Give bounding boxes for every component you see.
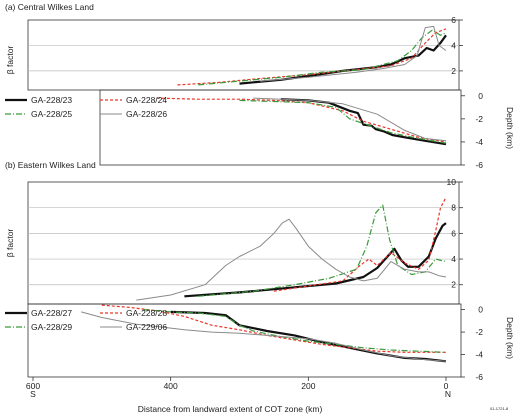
panel-b-beta-frame (27, 181, 460, 305)
beta-tick-label: 2 (451, 280, 456, 290)
beta-series-line-ga-228-25 (198, 29, 447, 86)
depth-series-line-ga-228-26 (253, 97, 447, 142)
panel-b-depth-axis-label: Depth (km) (505, 317, 515, 359)
panel-b-title: (b) Eastern Wilkes Land (5, 160, 96, 170)
depth-series-line-ga-229-06 (81, 311, 447, 362)
beta-tick-label: 4 (451, 254, 456, 264)
panel-b: (b) Eastern Wilkes Land β factor Depth (… (5, 160, 515, 391)
legend-entry: GA-228/29 (5, 322, 72, 332)
depth-tick-label: -2 (475, 114, 483, 124)
beta-series-line-ga-228-23 (239, 34, 447, 85)
beta-tick-label: 8 (451, 203, 456, 213)
legend-entry: GA-228/24 (100, 95, 167, 105)
depth-tick-label: -6 (475, 372, 483, 382)
x-tick-label: 600 (26, 381, 40, 391)
legend-entry: GA-229/06 (100, 322, 167, 332)
legend-entry: GA-228/26 (100, 109, 167, 119)
legend-label: GA-229/06 (126, 322, 167, 332)
panel-a-depth-axis-label: Depth (km) (505, 107, 515, 149)
depth-tick-label: -4 (475, 137, 483, 147)
x-axis-label: Distance from landward extent of COT zon… (138, 404, 323, 414)
legend-label: GA-228/25 (31, 109, 72, 119)
legend-label: GA-228/27 (31, 308, 72, 318)
depth-series-line-ga-228-29 (143, 309, 447, 353)
beta-tick-label: 4 (451, 40, 456, 50)
figure-credit: 01-1721-8 (490, 406, 509, 411)
panel-b-depth-frame (27, 303, 462, 378)
x-end-label-s: S (30, 389, 36, 399)
depth-tick-label: -6 (475, 160, 483, 170)
panel-a-title: (a) Central Wilkes Land (5, 2, 94, 12)
legend-entry: GA-228/28 (100, 308, 167, 318)
beta-series-line-ga-228-24 (177, 28, 447, 86)
beta-tick-label: 2 (451, 66, 456, 76)
legend-label: GA-228/23 (31, 95, 72, 105)
panel-a-beta-axis-label: β factor (5, 46, 15, 75)
legend-label: GA-228/29 (31, 322, 72, 332)
beta-tick-label: 6 (451, 15, 456, 25)
legend-entry: GA-228/25 (5, 109, 72, 119)
x-tick-label: 400 (164, 381, 178, 391)
x-tick-label: 0 (444, 381, 449, 391)
x-end-label-n: N (445, 389, 451, 399)
depth-tick-label: -4 (475, 350, 483, 360)
panel-b-beta-axis-label: β factor (5, 229, 15, 258)
panel-a-depth-frame (99, 89, 462, 166)
panel-a: (a) Central Wilkes Land β factor Depth (… (5, 2, 515, 170)
legend-label: GA-228/28 (126, 308, 167, 318)
beta-series-line-ga-229-06 (136, 218, 447, 301)
legend-label: GA-228/24 (126, 95, 167, 105)
legend-entry: GA-228/27 (5, 308, 72, 318)
beta-series-line-ga-228-26 (260, 25, 447, 82)
depth-tick-label: 0 (478, 305, 483, 315)
depth-tick-label: 0 (478, 91, 483, 101)
legend-label: GA-228/26 (126, 109, 167, 119)
beta-tick-label: 10 (447, 177, 457, 187)
beta-series-line-ga-228-27 (184, 222, 447, 298)
beta-tick-label: 6 (451, 228, 456, 238)
depth-series-line-ga-228-27 (170, 310, 447, 363)
legend-entry: GA-228/23 (5, 95, 72, 105)
depth-series-line-ga-228-24 (156, 97, 447, 143)
depth-tick-label: -2 (475, 327, 483, 337)
beta-series-line-ga-228-29 (198, 204, 447, 297)
depth-series-line-ga-228-25 (239, 99, 447, 144)
x-tick-label: 200 (301, 381, 315, 391)
